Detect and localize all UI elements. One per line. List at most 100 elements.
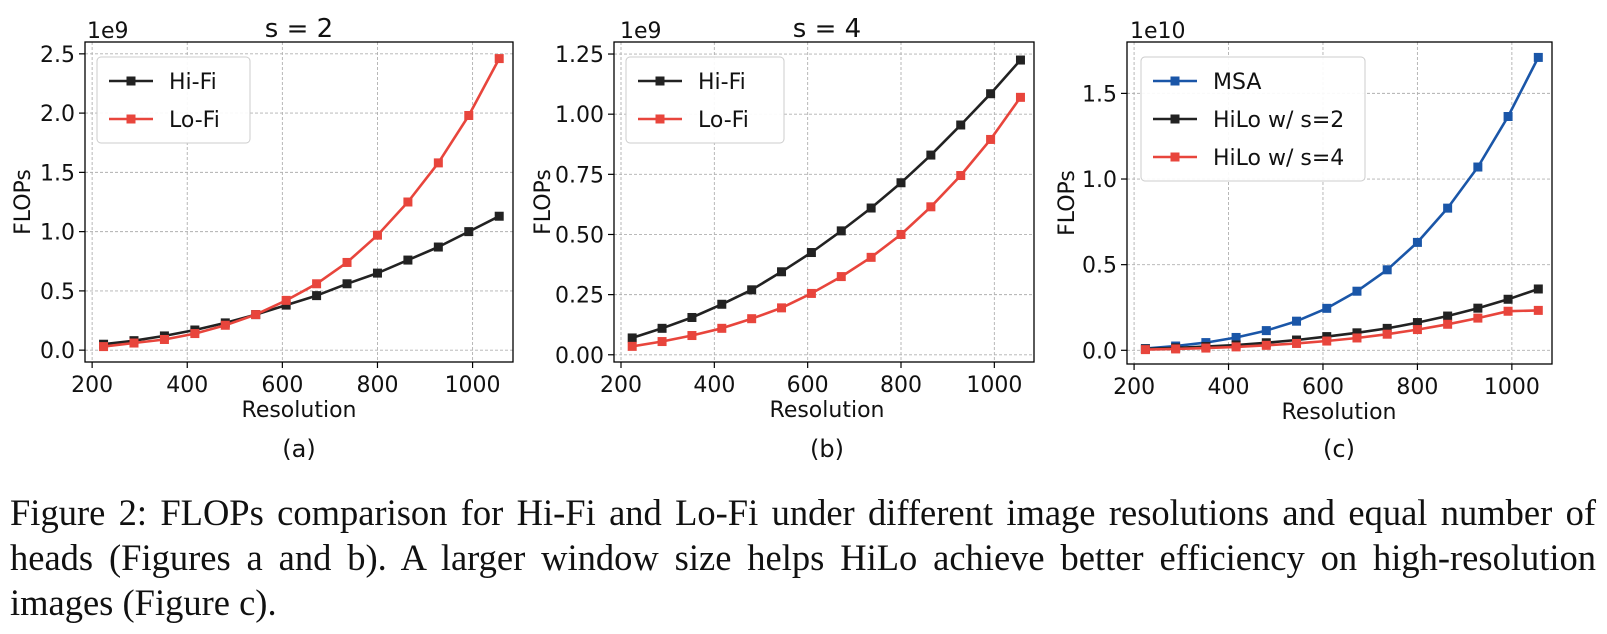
data-point: [866, 252, 876, 262]
data-point: [281, 300, 291, 310]
x-tick-label: 1000: [445, 373, 501, 398]
legend-swatch-marker: [655, 76, 665, 86]
y-tick-label: 0.5: [1082, 254, 1117, 279]
data-point: [312, 291, 322, 301]
data-point: [1171, 344, 1181, 354]
y-axis-label: FLOPs: [11, 169, 36, 235]
panel-sublabel: (c): [1323, 435, 1355, 463]
offset-text: 1e10: [1130, 19, 1186, 44]
legend: Hi-Fi Lo-Fi: [625, 56, 785, 144]
legend-swatch-marker: [126, 114, 136, 124]
data-point: [896, 229, 906, 239]
legend-box: [1140, 56, 1366, 182]
y-tick-label: 2.0: [40, 102, 75, 127]
chart-title: s = 4: [793, 14, 861, 44]
data-point: [1201, 343, 1211, 353]
legend-label: HiLo w/ s=4: [1213, 146, 1344, 171]
panel-sublabel: (b): [810, 435, 844, 463]
x-tick-label: 800: [356, 373, 398, 398]
data-point: [806, 288, 816, 298]
x-tick-label: 800: [1396, 375, 1438, 400]
data-point: [747, 285, 757, 295]
legend-swatch-marker: [1170, 152, 1180, 162]
data-point: [1382, 323, 1392, 333]
data-point: [129, 338, 139, 348]
data-point: [657, 323, 667, 333]
legend-label: MSA: [1213, 70, 1261, 95]
data-point: [956, 120, 966, 130]
data-point: [687, 312, 697, 322]
data-point: [1443, 203, 1453, 213]
x-axis-label: Resolution: [770, 398, 885, 423]
x-tick-label: 400: [1208, 375, 1250, 400]
data-point: [627, 333, 637, 343]
data-point: [1015, 92, 1025, 102]
data-point: [159, 334, 169, 344]
data-point: [1140, 345, 1150, 355]
data-point: [1533, 305, 1543, 315]
y-tick-label: 0.0: [1082, 339, 1117, 364]
series-line-hilo-w-s-4: [1145, 309, 1539, 351]
y-tick-label: 0.50: [555, 223, 604, 248]
data-point: [1473, 162, 1483, 172]
data-point: [372, 268, 382, 278]
plot-frame: [84, 41, 514, 363]
data-point: [342, 279, 352, 289]
chart-panel-c: 1e10 Resolution FLOPs (c) 200 400 600 800 10…: [1055, 19, 1553, 463]
y-tick-label: 0.25: [555, 284, 604, 309]
data-point: [866, 203, 876, 213]
data-point: [1352, 333, 1362, 343]
data-point: [836, 226, 846, 236]
data-point: [494, 54, 504, 64]
data-point: [1443, 319, 1453, 329]
x-tick-label: 200: [600, 373, 642, 398]
x-tick-label: 1000: [1484, 375, 1540, 400]
data-point: [896, 178, 906, 188]
legend-label: Lo-Fi: [169, 108, 220, 133]
legend-label: Hi-Fi: [169, 70, 217, 95]
plot-frame: [1126, 41, 1553, 365]
data-point: [1231, 342, 1241, 352]
data-point: [1261, 326, 1271, 336]
data-point: [777, 267, 787, 277]
data-point: [433, 158, 443, 168]
data-point: [717, 323, 727, 333]
x-axis-label: Resolution: [1282, 400, 1397, 425]
data-point: [986, 89, 996, 99]
legend-label: Lo-Fi: [698, 108, 749, 133]
y-tick-label: 0.00: [555, 344, 604, 369]
x-tick-label: 800: [880, 373, 922, 398]
data-point: [99, 342, 109, 352]
y-tick-label: 1.0: [40, 221, 75, 246]
x-tick-label: 600: [261, 373, 303, 398]
data-point: [1382, 265, 1392, 275]
legend: MSA HiLo w/ s=2 HiLo w/ s=4: [1140, 56, 1366, 182]
data-point: [926, 150, 936, 160]
data-point: [403, 197, 413, 207]
y-tick-label: 1.00: [555, 103, 604, 128]
y-tick-label: 0.0: [40, 339, 75, 364]
data-point: [190, 329, 200, 339]
data-point: [777, 303, 787, 313]
y-tick-label: 1.5: [1082, 82, 1117, 107]
data-point: [1443, 311, 1453, 321]
legend-label: Hi-Fi: [698, 70, 746, 95]
data-point: [1261, 340, 1271, 350]
data-point: [1412, 237, 1422, 247]
x-axis-label: Resolution: [242, 398, 357, 423]
data-point: [806, 248, 816, 258]
data-point: [1503, 306, 1513, 316]
y-tick-label: 1.5: [40, 161, 75, 186]
chart-panel-b: s = 4 1e9 Resolution FLOPs (b) 200 400 600…: [531, 14, 1035, 463]
legend-swatch-marker: [126, 76, 136, 86]
y-tick-label: 2.5: [40, 43, 75, 68]
legend-swatch-marker: [1170, 76, 1180, 86]
series-line-lo-fi: [631, 96, 1022, 348]
data-point: [956, 171, 966, 181]
chart-panel-a: s = 2 1e9 Resolution FLOPs (a) 200 400 600…: [11, 14, 514, 463]
data-point: [1352, 328, 1362, 338]
x-tick-label: 600: [1302, 375, 1344, 400]
series-line-hilo-w-s-2: [1145, 287, 1539, 351]
offset-text: 1e9: [87, 19, 129, 44]
series-line-hi-fi: [103, 215, 500, 346]
